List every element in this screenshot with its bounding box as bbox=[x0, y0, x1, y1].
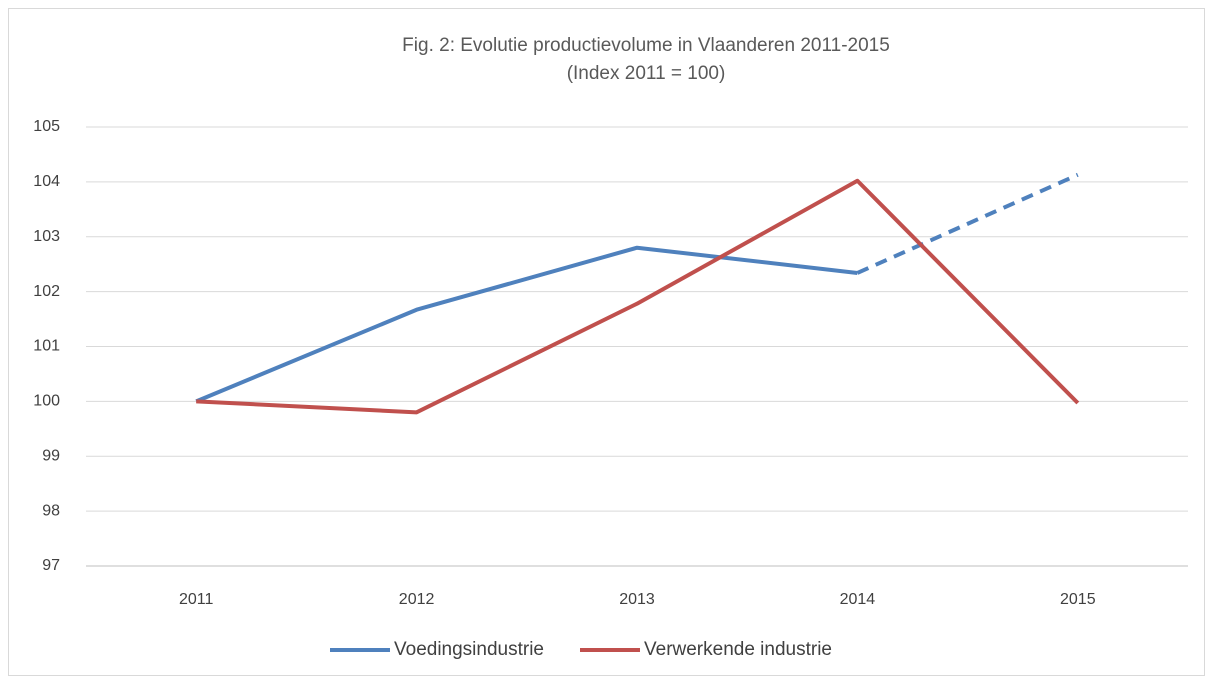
chart-border bbox=[8, 8, 1205, 676]
y-tick-label: 105 bbox=[33, 118, 60, 135]
chart-subtitle: (Index 2011 = 100) bbox=[567, 63, 726, 84]
y-tick-label: 103 bbox=[33, 228, 60, 245]
y-tick-label: 101 bbox=[33, 338, 60, 355]
series-line bbox=[196, 178, 1080, 415]
y-tick-label: 104 bbox=[33, 173, 60, 190]
x-tick-label: 2011 bbox=[179, 591, 214, 608]
y-tick-label: 99 bbox=[42, 447, 60, 464]
legend-label: Verwerkende industrie bbox=[644, 639, 832, 660]
series-line-dashed bbox=[856, 172, 1079, 275]
x-tick-label: 2012 bbox=[399, 591, 435, 608]
y-tick-label: 102 bbox=[33, 283, 60, 300]
x-tick-label: 2014 bbox=[840, 591, 876, 608]
series-line bbox=[195, 245, 858, 404]
y-tick-label: 100 bbox=[33, 393, 60, 410]
legend-label: Voedingsindustrie bbox=[394, 639, 544, 660]
x-tick-label: 2013 bbox=[619, 591, 655, 608]
x-tick-label: 2015 bbox=[1060, 591, 1096, 608]
y-tick-label: 97 bbox=[42, 557, 60, 574]
y-tick-label: 98 bbox=[42, 502, 60, 519]
chart-title: Fig. 2: Evolutie productievolume in Vlaa… bbox=[402, 35, 890, 56]
